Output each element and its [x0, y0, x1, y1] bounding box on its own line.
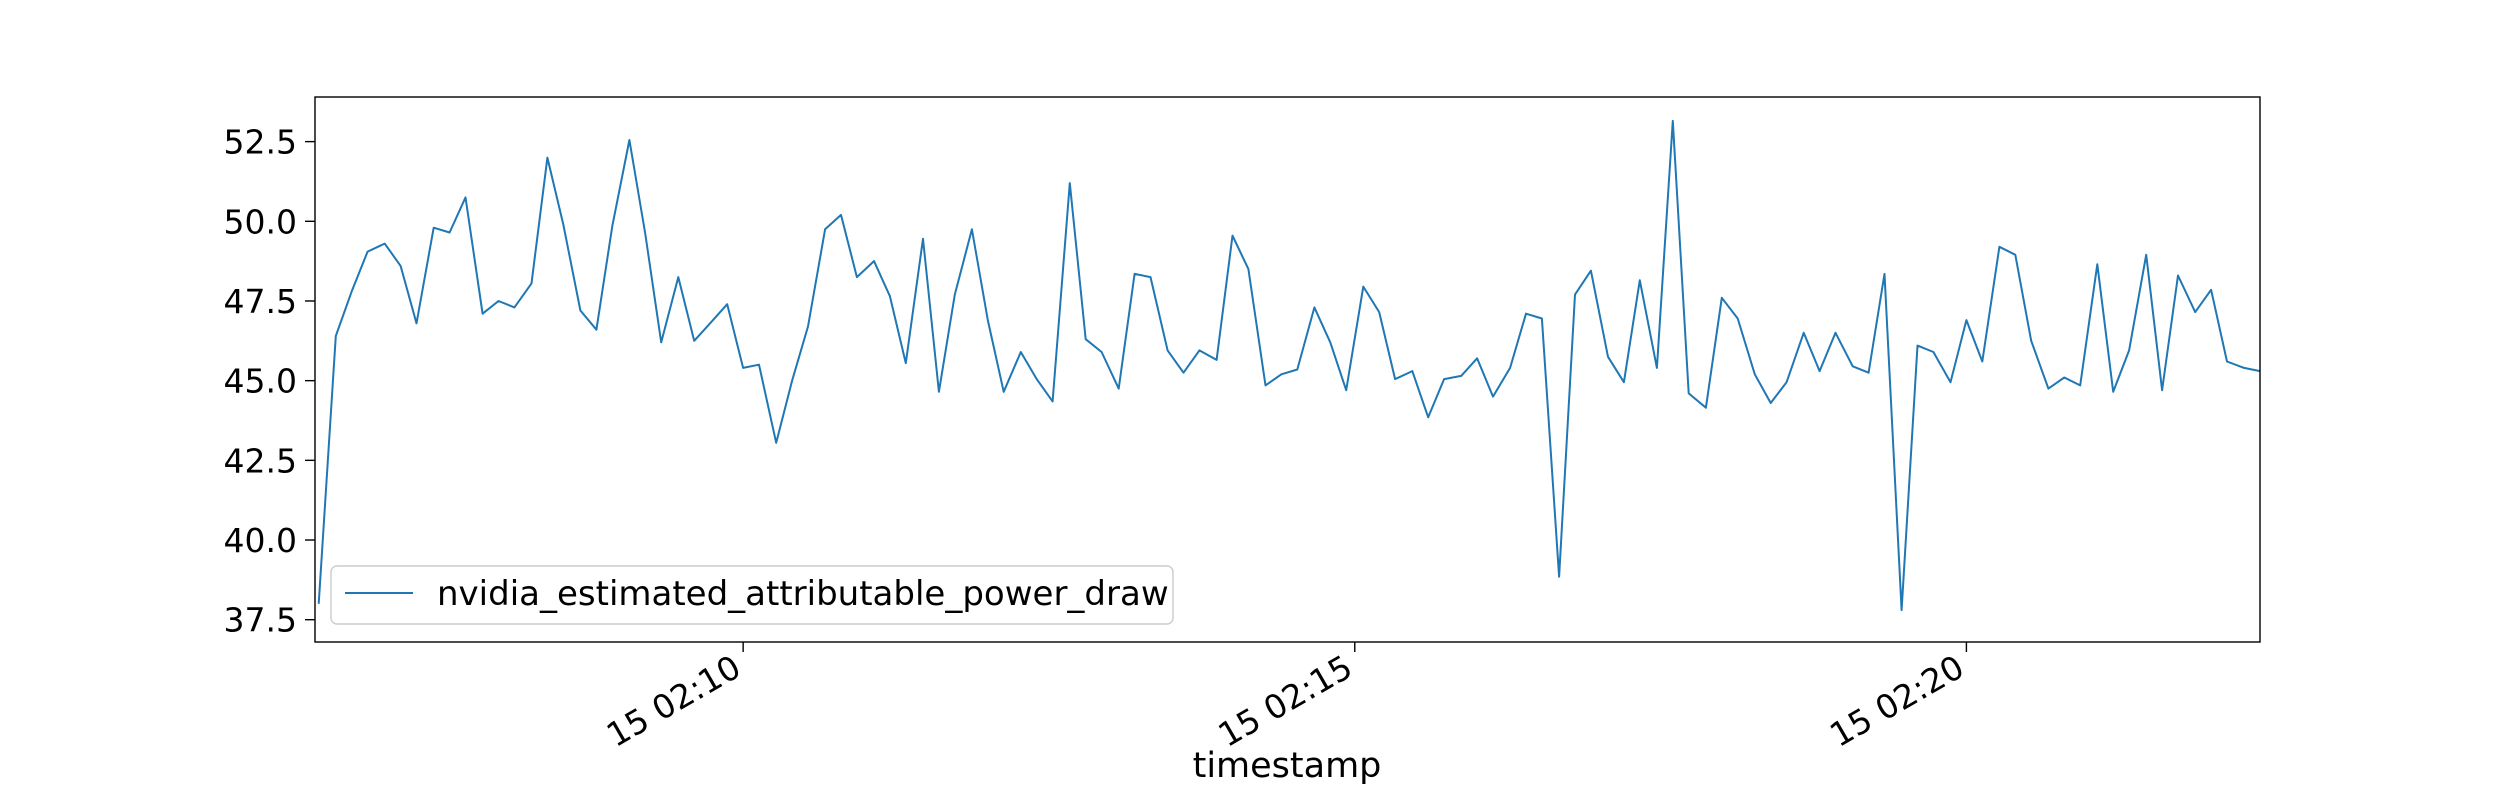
series-line — [317, 119, 2261, 612]
x-axis-label: timestamp — [1193, 746, 1382, 786]
legend-box — [330, 565, 1174, 625]
x-tick-label: 15 02:20 — [1823, 647, 1970, 755]
legend-label: nvidia_estimated_attributable_power_draw — [437, 574, 1169, 614]
y-axis: 37.5 40.0 42.5 45.0 47.5 50.0 52.5 — [224, 123, 315, 640]
series-layer — [317, 119, 2261, 612]
y-tick-label: 52.5 — [224, 123, 297, 162]
x-tick-label: 15 02:10 — [600, 647, 747, 755]
x-tick-label: 15 02:15 — [1211, 647, 1358, 755]
plot-frame — [314, 96, 2261, 643]
legend: nvidia_estimated_attributable_power_draw — [330, 565, 1174, 625]
x-axis: 15 02:10 15 02:15 15 02:20 — [600, 642, 1970, 755]
y-tick-label: 47.5 — [224, 282, 297, 321]
y-tick-label: 45.0 — [224, 362, 297, 401]
y-tick-label: 50.0 — [224, 202, 297, 241]
y-tick-label: 37.5 — [224, 601, 297, 640]
plot-area — [315, 97, 2260, 642]
y-tick-label: 40.0 — [224, 521, 297, 560]
y-tick-label: 42.5 — [224, 441, 297, 480]
